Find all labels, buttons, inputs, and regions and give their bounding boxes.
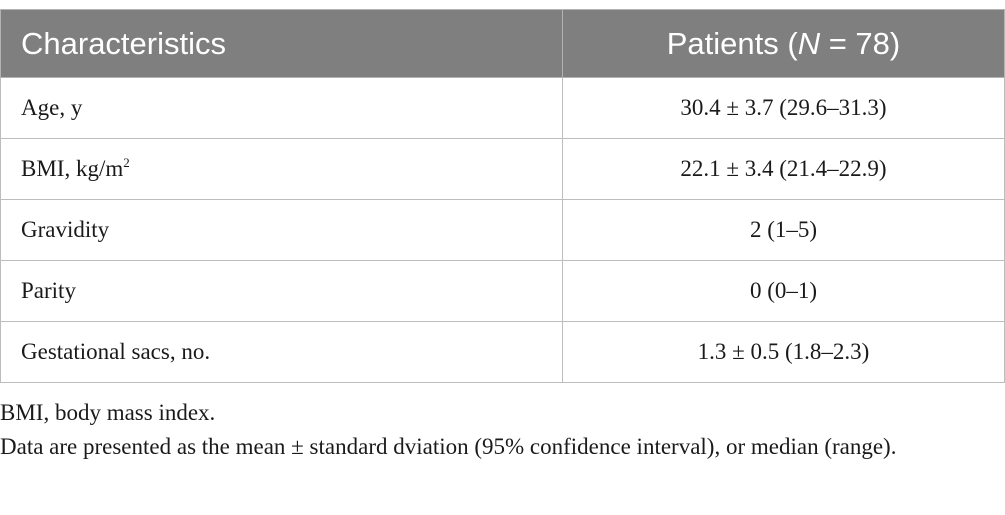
row-value-parity: 0 (0–1): [562, 260, 1005, 322]
characteristics-table-container: Characteristics Patients (N = 78) Age, y…: [0, 9, 1005, 383]
row-label-gestational-sacs: Gestational sacs, no.: [0, 321, 563, 383]
table-row: Age, y 30.4 ± 3.7 (29.6–31.3): [0, 77, 1005, 139]
table-header-row: Characteristics Patients (N = 78): [0, 9, 1005, 78]
row-value-gestational-sacs: 1.3 ± 0.5 (1.8–2.3): [562, 321, 1005, 383]
footnote-data-note: Data are presented as the mean ± standar…: [0, 434, 897, 459]
table-row: Gravidity 2 (1–5): [0, 199, 1005, 261]
header-patients-prefix: Patients (: [666, 25, 798, 61]
header-patients: Patients (N = 78): [562, 9, 1005, 78]
row-label-parity: Parity: [0, 260, 563, 322]
row-value-age: 30.4 ± 3.7 (29.6–31.3): [562, 77, 1005, 139]
table-row: Parity 0 (0–1): [0, 260, 1005, 322]
header-patients-suffix: = 78): [820, 25, 901, 61]
row-label-gravidity: Gravidity: [0, 199, 563, 261]
header-characteristics: Characteristics: [0, 9, 563, 78]
row-label-text: Gravidity: [21, 217, 110, 242]
row-value-gravidity: 2 (1–5): [562, 199, 1005, 261]
footnote-abbreviation: BMI, body mass index.: [0, 400, 216, 425]
row-label-age: Age, y: [0, 77, 563, 139]
row-label-text: Parity: [21, 278, 76, 303]
row-label-bmi: BMI, kg/m2: [0, 138, 563, 200]
row-label-text: Age, y: [21, 95, 83, 120]
table-footnotes: BMI, body mass index. Data are presented…: [0, 396, 1000, 464]
row-label-superscript: 2: [123, 155, 130, 170]
table-row: Gestational sacs, no. 1.3 ± 0.5 (1.8–2.3…: [0, 321, 1005, 383]
header-patients-n: N: [797, 25, 821, 61]
row-label-text: Gestational sacs, no.: [21, 339, 211, 364]
patient-characteristics-table: Characteristics Patients (N = 78) Age, y…: [0, 9, 1005, 383]
row-label-text: BMI, kg/m: [21, 156, 124, 181]
row-value-bmi: 22.1 ± 3.4 (21.4–22.9): [562, 138, 1005, 200]
table-row: BMI, kg/m2 22.1 ± 3.4 (21.4–22.9): [0, 138, 1005, 200]
